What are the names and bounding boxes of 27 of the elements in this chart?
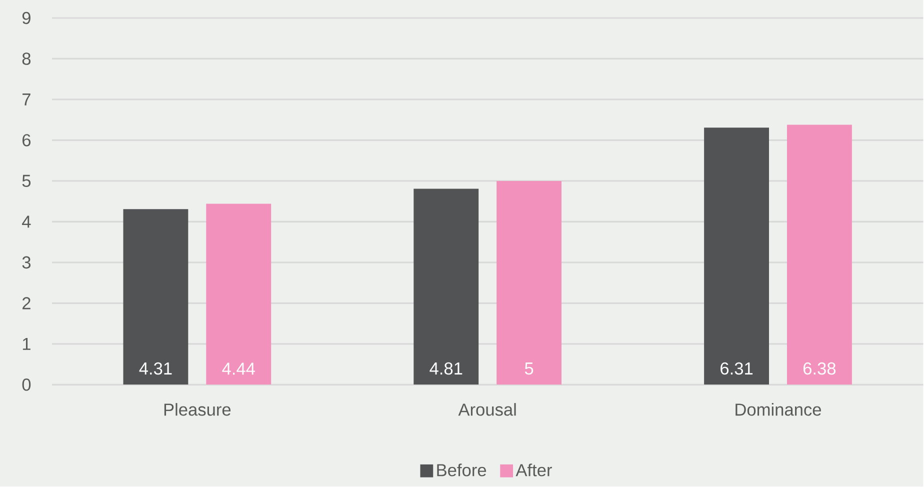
y-tick-label: 0 <box>22 378 31 391</box>
data-label: 4.44 <box>222 362 255 375</box>
data-label: 6.38 <box>803 362 836 375</box>
data-label: 4.81 <box>430 362 462 375</box>
x-tick-label: Dominance <box>736 403 822 416</box>
y-tick-label: 1 <box>22 338 30 350</box>
y-tick-label: 5 <box>22 175 31 188</box>
data-label: 6.31 <box>720 362 753 375</box>
y-tick-label: 4 <box>22 216 31 228</box>
y-tick-label: 3 <box>22 256 31 269</box>
bar <box>496 181 562 385</box>
bar <box>206 204 272 385</box>
y-tick-label: 7 <box>22 94 30 106</box>
bar <box>786 124 852 385</box>
data-label: 4.31 <box>139 362 172 375</box>
bar <box>704 128 769 385</box>
bar <box>123 209 188 385</box>
y-tick-label: 6 <box>22 134 31 147</box>
bar <box>414 188 479 385</box>
y-tick-label: 8 <box>22 52 31 66</box>
legend-label: After <box>516 464 552 476</box>
y-tick-label: 2 <box>22 297 30 310</box>
data-label: 5 <box>524 362 534 375</box>
x-tick-label: Arousal <box>458 403 516 416</box>
x-tick-label: Pleasure <box>164 403 231 416</box>
y-tick-label: 9 <box>22 12 30 24</box>
legend-label: Before <box>437 464 486 476</box>
